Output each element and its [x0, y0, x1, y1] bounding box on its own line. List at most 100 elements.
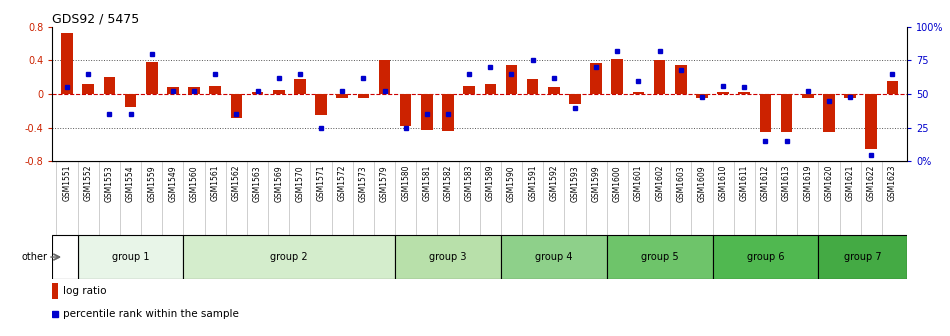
- Bar: [818, 235, 907, 279]
- Text: log ratio: log ratio: [63, 286, 106, 296]
- Bar: [294, 79, 306, 94]
- Text: GSM1571: GSM1571: [316, 165, 326, 202]
- Text: GSM1563: GSM1563: [253, 165, 262, 202]
- Bar: [442, 94, 454, 131]
- Bar: [78, 235, 183, 279]
- Text: group 7: group 7: [844, 252, 882, 262]
- Bar: [501, 235, 607, 279]
- Text: GSM1579: GSM1579: [380, 165, 389, 202]
- Text: group 4: group 4: [535, 252, 573, 262]
- Bar: [252, 91, 263, 94]
- Text: GSM1549: GSM1549: [168, 165, 178, 202]
- Bar: [738, 91, 750, 94]
- Bar: [124, 94, 137, 107]
- Text: GSM1593: GSM1593: [571, 165, 579, 202]
- Text: GSM1613: GSM1613: [782, 165, 791, 202]
- Bar: [209, 86, 221, 94]
- Text: GSM1573: GSM1573: [359, 165, 368, 202]
- Bar: [569, 94, 580, 104]
- Bar: [886, 82, 899, 94]
- Text: GSM1591: GSM1591: [528, 165, 537, 202]
- Text: GSM1582: GSM1582: [444, 165, 452, 201]
- Bar: [464, 86, 475, 94]
- Bar: [845, 94, 856, 98]
- Bar: [712, 235, 818, 279]
- Bar: [61, 33, 73, 94]
- Text: GSM1611: GSM1611: [740, 165, 749, 201]
- Bar: [505, 65, 518, 94]
- Text: GSM1592: GSM1592: [549, 165, 559, 202]
- Bar: [357, 94, 370, 98]
- Text: group 1: group 1: [112, 252, 149, 262]
- Bar: [760, 94, 771, 132]
- Bar: [548, 87, 560, 94]
- Text: GSM1559: GSM1559: [147, 165, 156, 202]
- Bar: [52, 235, 78, 279]
- Text: percentile rank within the sample: percentile rank within the sample: [63, 309, 238, 319]
- Bar: [379, 60, 390, 94]
- Text: GSM1570: GSM1570: [295, 165, 304, 202]
- Bar: [633, 91, 644, 94]
- Text: GSM1580: GSM1580: [401, 165, 410, 202]
- Text: GSM1572: GSM1572: [337, 165, 347, 202]
- Text: GSM1609: GSM1609: [697, 165, 707, 202]
- Bar: [484, 84, 496, 94]
- Bar: [675, 65, 687, 94]
- Text: GSM1560: GSM1560: [190, 165, 199, 202]
- Bar: [273, 90, 284, 94]
- Bar: [865, 94, 877, 149]
- Bar: [696, 94, 708, 98]
- Bar: [400, 94, 411, 126]
- Bar: [83, 84, 94, 94]
- Bar: [167, 87, 179, 94]
- Text: GSM1589: GSM1589: [485, 165, 495, 202]
- Text: GSM1554: GSM1554: [126, 165, 135, 202]
- Bar: [336, 94, 348, 98]
- Bar: [421, 94, 432, 130]
- Text: GSM1552: GSM1552: [84, 165, 93, 202]
- Bar: [781, 94, 792, 132]
- Text: group 3: group 3: [429, 252, 466, 262]
- Bar: [188, 87, 200, 94]
- Text: GSM1619: GSM1619: [804, 165, 812, 202]
- Bar: [590, 63, 602, 94]
- Text: GSM1583: GSM1583: [465, 165, 474, 202]
- Text: GSM1612: GSM1612: [761, 165, 770, 201]
- Bar: [527, 79, 539, 94]
- Bar: [395, 235, 501, 279]
- Bar: [231, 94, 242, 118]
- Bar: [104, 77, 115, 94]
- Text: GSM1622: GSM1622: [866, 165, 876, 201]
- Text: GSM1601: GSM1601: [634, 165, 643, 202]
- Text: GSM1561: GSM1561: [211, 165, 219, 202]
- Bar: [315, 94, 327, 115]
- Bar: [52, 283, 58, 298]
- Text: GSM1623: GSM1623: [888, 165, 897, 202]
- Text: other: other: [22, 252, 48, 262]
- Text: GDS92 / 5475: GDS92 / 5475: [52, 13, 140, 26]
- Text: GSM1610: GSM1610: [718, 165, 728, 202]
- Text: GSM1553: GSM1553: [104, 165, 114, 202]
- Text: GSM1562: GSM1562: [232, 165, 241, 202]
- Text: GSM1551: GSM1551: [63, 165, 71, 202]
- Bar: [183, 235, 395, 279]
- Text: GSM1621: GSM1621: [846, 165, 855, 201]
- Text: group 2: group 2: [271, 252, 308, 262]
- Bar: [654, 60, 665, 94]
- Text: group 6: group 6: [747, 252, 784, 262]
- Text: GSM1600: GSM1600: [613, 165, 622, 202]
- Text: GSM1581: GSM1581: [423, 165, 431, 201]
- Text: GSM1590: GSM1590: [507, 165, 516, 202]
- Text: GSM1569: GSM1569: [275, 165, 283, 202]
- Text: GSM1603: GSM1603: [676, 165, 685, 202]
- Bar: [802, 94, 813, 98]
- Text: GSM1620: GSM1620: [825, 165, 833, 202]
- Bar: [607, 235, 712, 279]
- Text: GSM1602: GSM1602: [656, 165, 664, 202]
- Bar: [717, 91, 729, 94]
- Bar: [612, 59, 623, 94]
- Text: GSM1599: GSM1599: [592, 165, 600, 202]
- Text: group 5: group 5: [641, 252, 678, 262]
- Bar: [823, 94, 835, 132]
- Bar: [146, 62, 158, 94]
